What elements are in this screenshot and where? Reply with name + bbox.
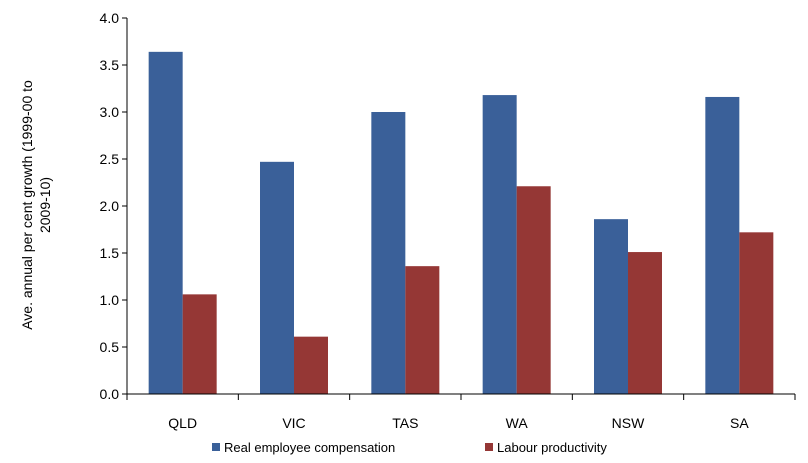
bar-vic-series-2 [294,336,328,394]
y-tick-label: 1.0 [100,292,120,308]
y-axis-title-line-1: Ave. annual per cent growth (1999-00 to [19,80,35,330]
bar-wa-series-1 [482,95,517,394]
y-tick-label: 2.0 [100,198,120,214]
bar-vic-series-1 [260,161,294,394]
bar-qld-series-2 [182,294,217,394]
x-tick-label-sa: SA [730,415,749,431]
x-tick-label-nsw: NSW [612,415,645,431]
y-tick-label: 3.5 [100,57,120,73]
bar-tas-series-2 [405,266,440,394]
legend: Real employee compensation Labour product… [212,440,607,455]
legend-swatch-2 [485,443,493,451]
y-tick-label: 0.0 [100,386,120,402]
y-tick-label: 2.5 [100,151,120,167]
bar-tas-series-1 [371,112,406,394]
x-tick-label-tas: TAS [392,415,418,431]
bar-nsw-series-1 [594,219,628,394]
y-axis-title: Ave. annual per cent growth (1999-00 to … [19,80,53,330]
x-tick-label-wa: WA [506,415,529,431]
y-axis-ticks: 0.0 0.5 1.0 1.5 2.0 2.5 3.0 3.5 4.0 [100,10,127,402]
x-tick-label-qld: QLD [168,415,197,431]
x-axis-labels: QLD VIC TAS WA NSW SA [168,415,749,431]
y-tick-label: 1.5 [100,245,120,261]
x-tick-label-vic: VIC [282,415,305,431]
bar-sa-series-2 [739,232,774,394]
legend-label-2: Labour productivity [497,440,607,455]
y-tick-label: 3.0 [100,104,120,120]
bar-nsw-series-2 [628,252,662,394]
bars [148,51,774,395]
bar-sa-series-1 [705,96,740,395]
y-tick-label: 0.5 [100,339,120,355]
legend-swatch-1 [212,443,220,451]
y-tick-label: 4.0 [100,10,120,26]
y-axis-title-line-2: 2009-10) [37,177,53,233]
legend-label-1: Real employee compensation [224,440,395,455]
bar-wa-series-2 [516,186,551,394]
axes [126,18,796,400]
bar-qld-series-1 [148,51,183,395]
